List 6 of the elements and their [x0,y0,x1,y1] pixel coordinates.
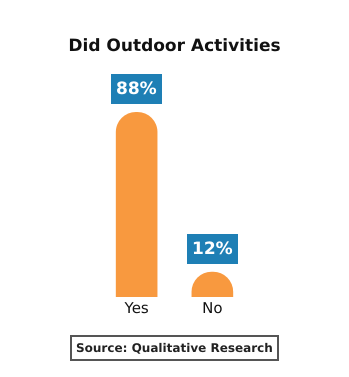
source-note: Source: Qualitative Research [76,341,273,355]
x-tick-label: Yes [124,299,149,317]
chart-title: Did Outdoor Activities [68,36,281,56]
x-tick-label: No [202,299,223,317]
data-label: 88% [116,79,157,99]
data-label: 12% [192,239,233,259]
